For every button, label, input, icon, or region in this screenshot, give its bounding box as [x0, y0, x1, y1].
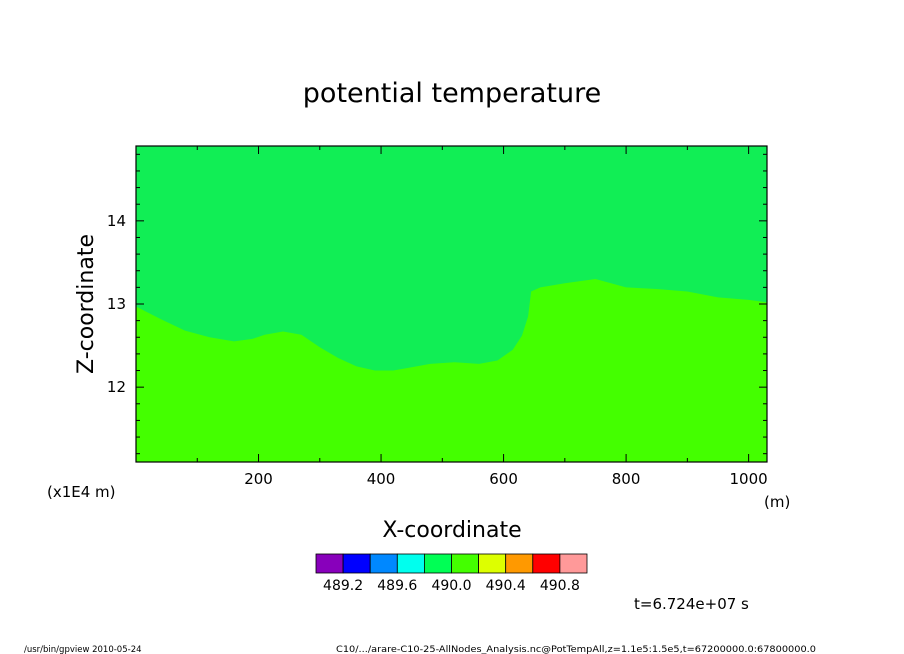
colorbar: 489.2 489.6 490.0 490.4 490.8	[315, 553, 588, 594]
x-tick-label: 200	[244, 470, 273, 488]
y-axis-ticks: 12 13 14	[107, 153, 767, 455]
y-tick-label: 14	[107, 212, 126, 230]
colorbar-swatch	[423, 553, 452, 574]
colorbar-swatch	[396, 553, 425, 574]
x-tick-label: 1000	[730, 470, 768, 488]
x-tick-label: 400	[367, 470, 396, 488]
colorbar-swatch	[505, 553, 534, 574]
colorbar-swatch	[559, 553, 588, 574]
colorbar-label: 490.0	[431, 578, 471, 594]
y-axis-label: Z-coordinate	[74, 234, 99, 374]
colorbar-label: 490.4	[486, 578, 526, 594]
y-tick-label: 13	[107, 295, 126, 313]
x-tick-label: 800	[612, 470, 641, 488]
x-tick-label: 600	[489, 470, 518, 488]
colorbar-label: 489.2	[323, 578, 363, 594]
y-tick-label: 12	[107, 378, 126, 396]
y-scale-note: (x1E4 m)	[47, 483, 116, 501]
colorbar-label: 489.6	[377, 578, 417, 594]
colorbar-swatch	[369, 553, 398, 574]
colorbar-swatch	[532, 553, 561, 574]
x-axis-label: X-coordinate	[382, 518, 521, 543]
colorbar-swatch	[342, 553, 371, 574]
colorbar-swatch	[478, 553, 507, 574]
colorbar-label: 490.8	[540, 578, 580, 594]
plot-area	[135, 145, 768, 463]
chart-title: potential temperature	[303, 78, 601, 109]
x-axis-ticks: 200 400 600 800 1000	[196, 146, 768, 488]
footer-left: /usr/bin/gpview 2010-05-24	[24, 645, 142, 654]
footer-right: C10/.../arare-C10-25-AllNodes_Analysis.n…	[336, 645, 816, 654]
x-units: (m)	[764, 493, 790, 511]
colorbar-swatch	[315, 553, 344, 574]
time-label: t=6.724e+07 s	[634, 595, 749, 613]
lower-region	[136, 279, 767, 462]
colorbar-swatch	[451, 553, 480, 574]
